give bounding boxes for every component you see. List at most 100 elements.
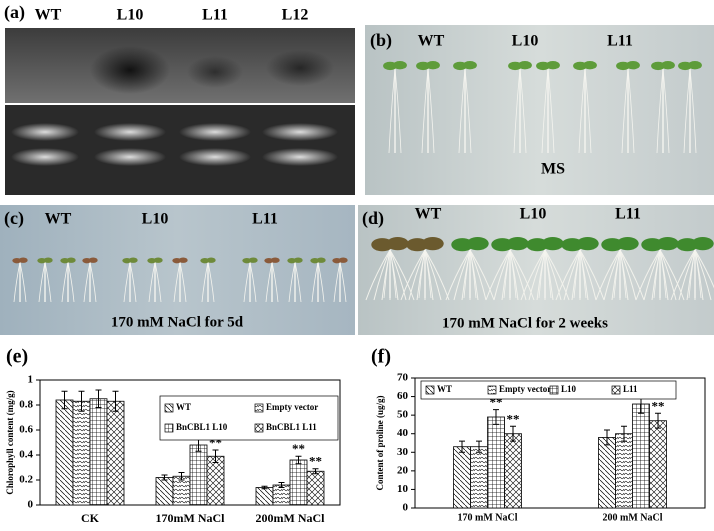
leaf bbox=[425, 60, 440, 70]
leaf bbox=[582, 60, 597, 70]
seedling bbox=[416, 60, 440, 154]
leaf bbox=[153, 257, 163, 263]
lane-label: L11 bbox=[202, 7, 228, 24]
bar bbox=[615, 433, 633, 509]
root bbox=[659, 247, 667, 299]
root bbox=[207, 261, 215, 303]
root bbox=[469, 249, 487, 301]
root bbox=[621, 67, 629, 154]
gel-signal bbox=[90, 46, 170, 94]
error-bar bbox=[459, 440, 465, 453]
root bbox=[249, 261, 257, 303]
seedling bbox=[310, 257, 326, 303]
seedling bbox=[287, 257, 303, 303]
y-tick-label: 0 bbox=[28, 499, 34, 511]
panel-label: (c) bbox=[4, 208, 24, 229]
leaf bbox=[18, 257, 28, 263]
seedling bbox=[332, 257, 348, 303]
root bbox=[519, 67, 527, 154]
root bbox=[619, 249, 637, 301]
leaf bbox=[421, 237, 444, 251]
root bbox=[89, 261, 97, 303]
seedling bbox=[526, 237, 564, 299]
seedling bbox=[451, 237, 489, 299]
leaf bbox=[625, 60, 640, 70]
y-axis-label: Chlorophyll content (mg/g) bbox=[5, 390, 15, 494]
leaf bbox=[316, 257, 326, 263]
seedling bbox=[82, 257, 98, 303]
legend-label: BnCBL1 L11 bbox=[266, 422, 317, 432]
bar bbox=[504, 433, 522, 509]
lane-label: L10 bbox=[520, 206, 547, 223]
legend-label: Empty vector bbox=[266, 402, 318, 412]
y-tick-label: 10 bbox=[397, 483, 409, 495]
y-tick-label: 40 bbox=[397, 427, 409, 439]
y-tick-label: 50 bbox=[397, 409, 409, 421]
root bbox=[445, 249, 471, 301]
bar bbox=[255, 487, 274, 506]
root bbox=[595, 249, 621, 301]
root bbox=[464, 67, 472, 154]
leaf bbox=[248, 257, 258, 263]
root bbox=[154, 261, 162, 303]
error-bar bbox=[604, 429, 610, 446]
root bbox=[555, 249, 581, 301]
root bbox=[541, 67, 549, 154]
y-tick-label: 60 bbox=[397, 390, 409, 402]
root bbox=[509, 249, 535, 301]
y-tick-label: 0.6 bbox=[19, 424, 33, 436]
legend-swatch bbox=[611, 385, 621, 395]
root bbox=[563, 249, 581, 301]
seedling bbox=[573, 60, 597, 154]
bar bbox=[289, 459, 308, 506]
legend-label: L10 bbox=[561, 384, 577, 394]
bar bbox=[172, 475, 191, 506]
root bbox=[339, 261, 347, 303]
lane-label: L11 bbox=[615, 206, 641, 223]
leaf bbox=[545, 60, 560, 70]
root bbox=[388, 67, 396, 154]
seedling bbox=[242, 257, 258, 303]
root bbox=[365, 249, 391, 301]
root bbox=[453, 249, 471, 301]
seedling bbox=[678, 60, 702, 154]
lane-label: WT bbox=[45, 211, 72, 228]
seedling bbox=[371, 237, 409, 299]
seedling bbox=[508, 60, 532, 154]
x-tick-label: 170 mM NaCl bbox=[458, 512, 518, 523]
error-bar bbox=[261, 485, 268, 490]
panel-label: (a) bbox=[4, 2, 25, 23]
gel-signal bbox=[187, 56, 243, 88]
error-bar bbox=[78, 390, 85, 412]
seedling bbox=[60, 257, 76, 303]
bar bbox=[72, 400, 91, 506]
significance: ** bbox=[292, 441, 305, 456]
legend-label: Empty vector bbox=[499, 384, 551, 394]
lane-label: WT bbox=[418, 33, 445, 50]
legend-box bbox=[159, 395, 339, 441]
root bbox=[670, 249, 696, 301]
leaf bbox=[178, 257, 188, 263]
root bbox=[509, 249, 527, 301]
x-tick-label: CK bbox=[81, 511, 100, 525]
seedling bbox=[172, 257, 188, 303]
lane-label: L11 bbox=[252, 211, 278, 228]
bar bbox=[470, 446, 488, 509]
seedling bbox=[601, 237, 639, 299]
caption: 170 mM NaCl for 5d bbox=[111, 314, 244, 330]
significance: ** bbox=[507, 411, 520, 426]
seedling bbox=[406, 237, 444, 299]
root bbox=[544, 247, 552, 299]
legend-swatch bbox=[164, 423, 174, 433]
lane-label: L12 bbox=[282, 7, 309, 24]
leaf bbox=[517, 60, 532, 70]
root bbox=[400, 249, 426, 301]
seedling bbox=[561, 237, 599, 299]
leaf bbox=[128, 257, 138, 263]
bar bbox=[453, 446, 471, 509]
error-bar bbox=[112, 390, 119, 412]
root bbox=[656, 67, 664, 154]
root bbox=[129, 261, 137, 303]
lane-label: L10 bbox=[117, 7, 144, 24]
